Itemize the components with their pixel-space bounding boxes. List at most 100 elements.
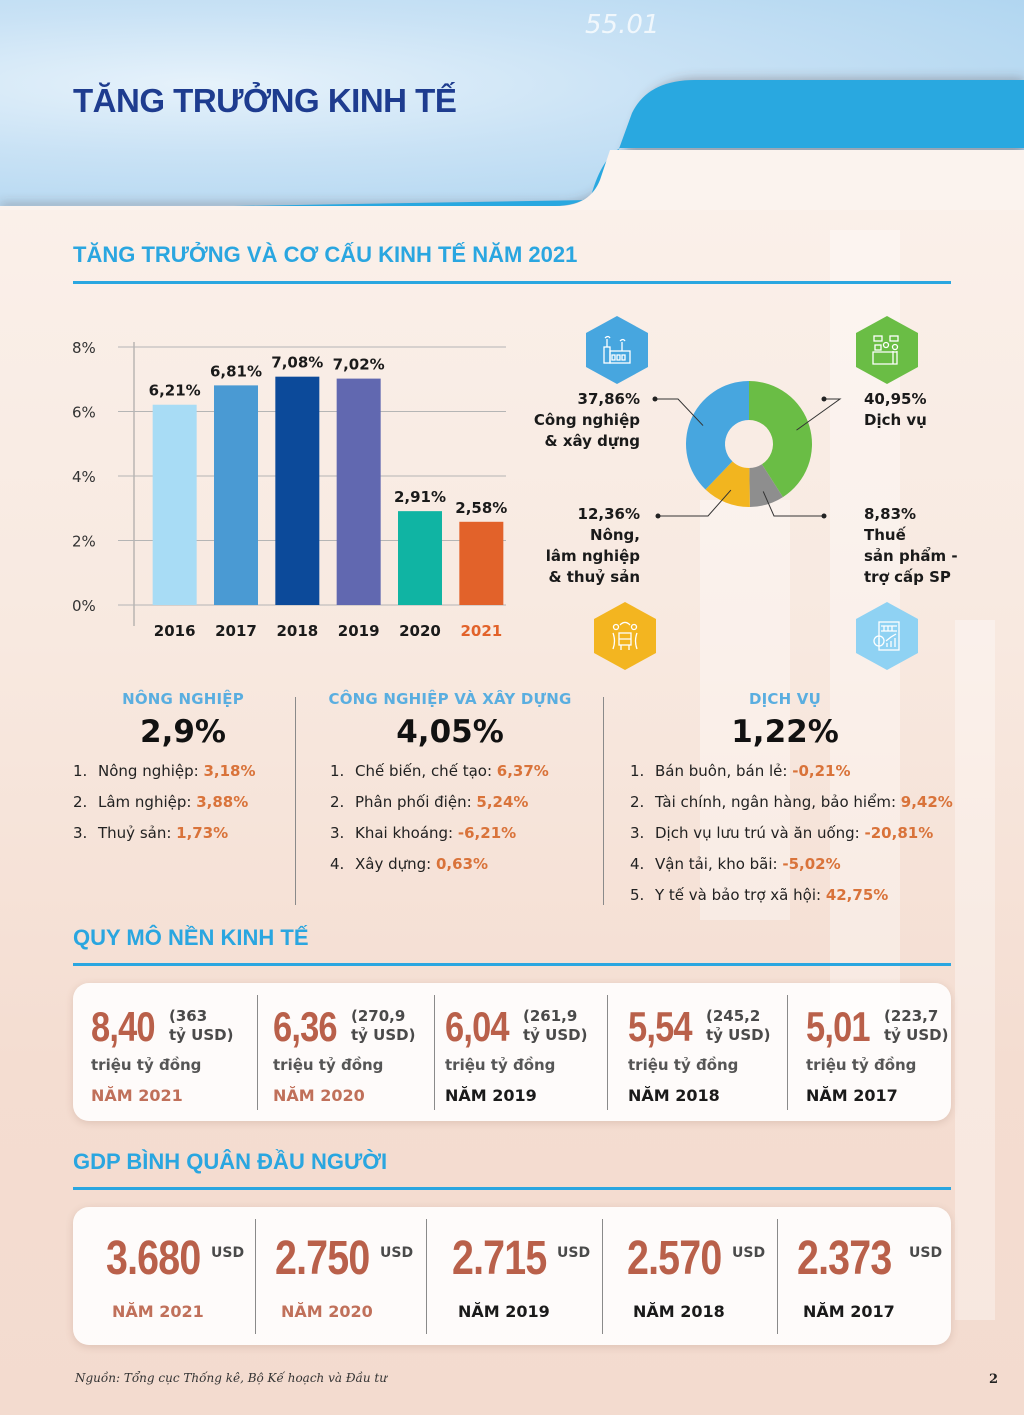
list-label: Khai khoáng:	[355, 824, 458, 842]
sector-name: NÔNG NGHIỆP	[122, 690, 244, 708]
economy-scale-item: 8,40 (363 tỷ USD) triệu tỷ đồng NĂM 2021	[91, 983, 261, 1121]
sector-list: 1. Bán buôn, bán lẻ: -0,21% 2. Tài chính, …	[630, 756, 990, 911]
unit-label: triệu tỷ đồng	[445, 1056, 556, 1074]
bar-value-label: 6,21%	[149, 382, 201, 400]
list-label: Dịch vụ lưu trú và ăn uống:	[655, 824, 865, 842]
bar-2020	[398, 511, 442, 605]
list-item: 3. Thuỷ sản: 1,73%	[73, 818, 293, 849]
section-title-growth-structure: TĂNG TRƯỞNG VÀ CƠ CẤU KINH TẾ NĂM 2021	[73, 242, 578, 267]
sector-services: DỊCH VỤ 1,22% 1. Bán buôn, bán lẻ: -0,21%…	[630, 690, 990, 911]
bar-2017	[214, 385, 258, 605]
list-number: 3.	[73, 824, 88, 842]
gdp-per-capita-item: 2.715 USD NĂM 2019	[452, 1207, 622, 1345]
page-title: TĂNG TRƯỞNG KINH TẾ	[73, 82, 457, 119]
header-decor-number: 55.01	[585, 10, 660, 40]
sector-name: CÔNG NGHIỆP VÀ XÂY DỰNG	[328, 690, 572, 708]
y-tick-label: 2%	[72, 533, 96, 551]
unit-label: triệu tỷ đồng	[628, 1056, 739, 1074]
list-item: 1. Chế biến, chế tạo: 6,37%	[330, 756, 575, 787]
section-divider	[73, 1187, 951, 1190]
column-divider	[295, 697, 296, 905]
sector-growth-value: 2,9%	[140, 714, 226, 750]
economy-size-value: 5,01	[806, 1003, 871, 1050]
card-divider	[607, 995, 608, 1110]
x-tick-label: 2016	[154, 622, 196, 640]
list-number: 4.	[330, 855, 345, 873]
usd-equivalent-line: tỷ USD)	[169, 1026, 234, 1044]
economy-size-value: 6,36	[273, 1003, 338, 1050]
usd-equivalent-line: (245,2	[706, 1007, 761, 1025]
donut-text-tax-1: Thuế	[864, 526, 906, 544]
x-tick-label: 2018	[276, 622, 318, 640]
economy-scale-item: 5,01 (223,7 tỷ USD) triệu tỷ đồng NĂM 2017	[806, 983, 976, 1121]
list-value: 5,24%	[476, 793, 529, 811]
list-number: 5.	[630, 886, 645, 904]
sector-growth-value: 4,05%	[396, 714, 504, 750]
agriculture-icon	[612, 621, 638, 650]
gdp-per-capita-item: 2.373 USD NĂM 2017	[797, 1207, 967, 1345]
economy-scale-item: 6,04 (261,9 tỷ USD) triệu tỷ đồng NĂM 2019	[445, 983, 615, 1121]
year-label: NĂM 2018	[633, 1302, 725, 1321]
sector-list: 1. Chế biến, chế tạo: 6,37% 2. Phân phối đ…	[330, 756, 575, 880]
bar-2016	[152, 404, 197, 605]
sector-agriculture: NÔNG NGHIỆP 2,9% 1. Nông nghiệp: 3,18% 2.…	[73, 690, 293, 849]
list-item: 4. Vận tải, kho bãi: -5,02%	[630, 849, 990, 880]
card-divider	[777, 1219, 778, 1334]
donut-value-tax: 8,83%	[864, 505, 917, 523]
bar-2021	[459, 521, 504, 605]
card-divider	[255, 1219, 256, 1334]
bar-value-label: 2,91%	[394, 488, 446, 506]
usd-equivalent: (363 tỷ USD)	[169, 1007, 233, 1045]
gdp-per-capita-value: 2.715	[452, 1232, 547, 1285]
callout-line	[762, 491, 824, 517]
gdp-per-capita-card: 3.680 USD NĂM 2021 2.750 USD NĂM 2020 2.715 USD…	[73, 1207, 951, 1345]
list-number: 1.	[73, 762, 88, 780]
gdp-per-capita-value: 3.680	[106, 1232, 201, 1285]
list-label: Xây dựng:	[355, 855, 436, 873]
donut-text-tax-2: sản phẩm -	[864, 547, 958, 565]
year-label: NĂM 2017	[806, 1086, 898, 1105]
donut-text-industry-2: & xây dựng	[544, 432, 640, 450]
usd-equivalent: (270,9 tỷ USD)	[351, 1007, 415, 1045]
list-label: Tài chính, ngân hàng, bảo hiểm:	[655, 793, 901, 811]
usd-equivalent-line: tỷ USD)	[523, 1026, 588, 1044]
x-tick-label: 2020	[399, 622, 441, 640]
economy-size-value: 8,40	[91, 1003, 156, 1050]
list-label: Chế biến, chế tạo:	[355, 762, 497, 780]
usd-equivalent-line: (261,9	[523, 1007, 578, 1025]
list-item: 2. Phân phối điện: 5,24%	[330, 787, 575, 818]
column-divider	[603, 697, 604, 905]
x-tick-label: 2021	[460, 622, 502, 640]
usd-equivalent-line: (270,9	[351, 1007, 406, 1025]
gdp-per-capita-item: 2.570 USD NĂM 2018	[627, 1207, 797, 1345]
card-divider	[257, 995, 258, 1110]
list-value: 42,75%	[825, 886, 889, 904]
background-decor	[700, 500, 790, 920]
sector-list: 1. Nông nghiệp: 3,18% 2. Lâm nghiệp: 3,88%…	[73, 756, 293, 849]
callout-dot	[821, 513, 827, 519]
list-item: 5. Y tế và bảo trợ xã hội: 42,75%	[630, 880, 990, 911]
usd-equivalent-line: tỷ USD)	[884, 1026, 949, 1044]
list-value: 3,18%	[203, 762, 256, 780]
list-value: -0,21%	[792, 762, 851, 780]
year-label: NĂM 2017	[803, 1302, 895, 1321]
year-label: NĂM 2020	[281, 1302, 373, 1321]
bar-value-label: 2,58%	[455, 499, 507, 517]
list-item: 3. Khai khoáng: -6,21%	[330, 818, 575, 849]
usd-equivalent-line: tỷ USD)	[706, 1026, 771, 1044]
donut-label-tax: 8,83% Thuế sản phẩm - trợ cấp SP	[864, 504, 984, 588]
list-value: 1,73%	[176, 824, 229, 842]
section-title-gdp-per-capita: GDP BÌNH QUÂN ĐẦU NGƯỜI	[73, 1149, 388, 1174]
finance-chart-icon	[873, 621, 900, 651]
sector-name: DỊCH VỤ	[748, 690, 821, 708]
list-label: Nông nghiệp:	[98, 762, 204, 780]
usd-equivalent: (245,2 tỷ USD)	[706, 1007, 770, 1045]
x-tick-label: 2017	[215, 622, 257, 640]
donut-text-agriculture-2: lâm nghiệp	[545, 547, 640, 565]
list-item: 2. Tài chính, ngân hàng, bảo hiểm: 9,42%	[630, 787, 990, 818]
usd-equivalent-line: (363	[169, 1007, 208, 1025]
donut-slice	[749, 381, 812, 498]
bar-2019	[336, 378, 381, 605]
year-label: NĂM 2019	[445, 1086, 537, 1105]
list-value: -20,81%	[864, 824, 934, 842]
